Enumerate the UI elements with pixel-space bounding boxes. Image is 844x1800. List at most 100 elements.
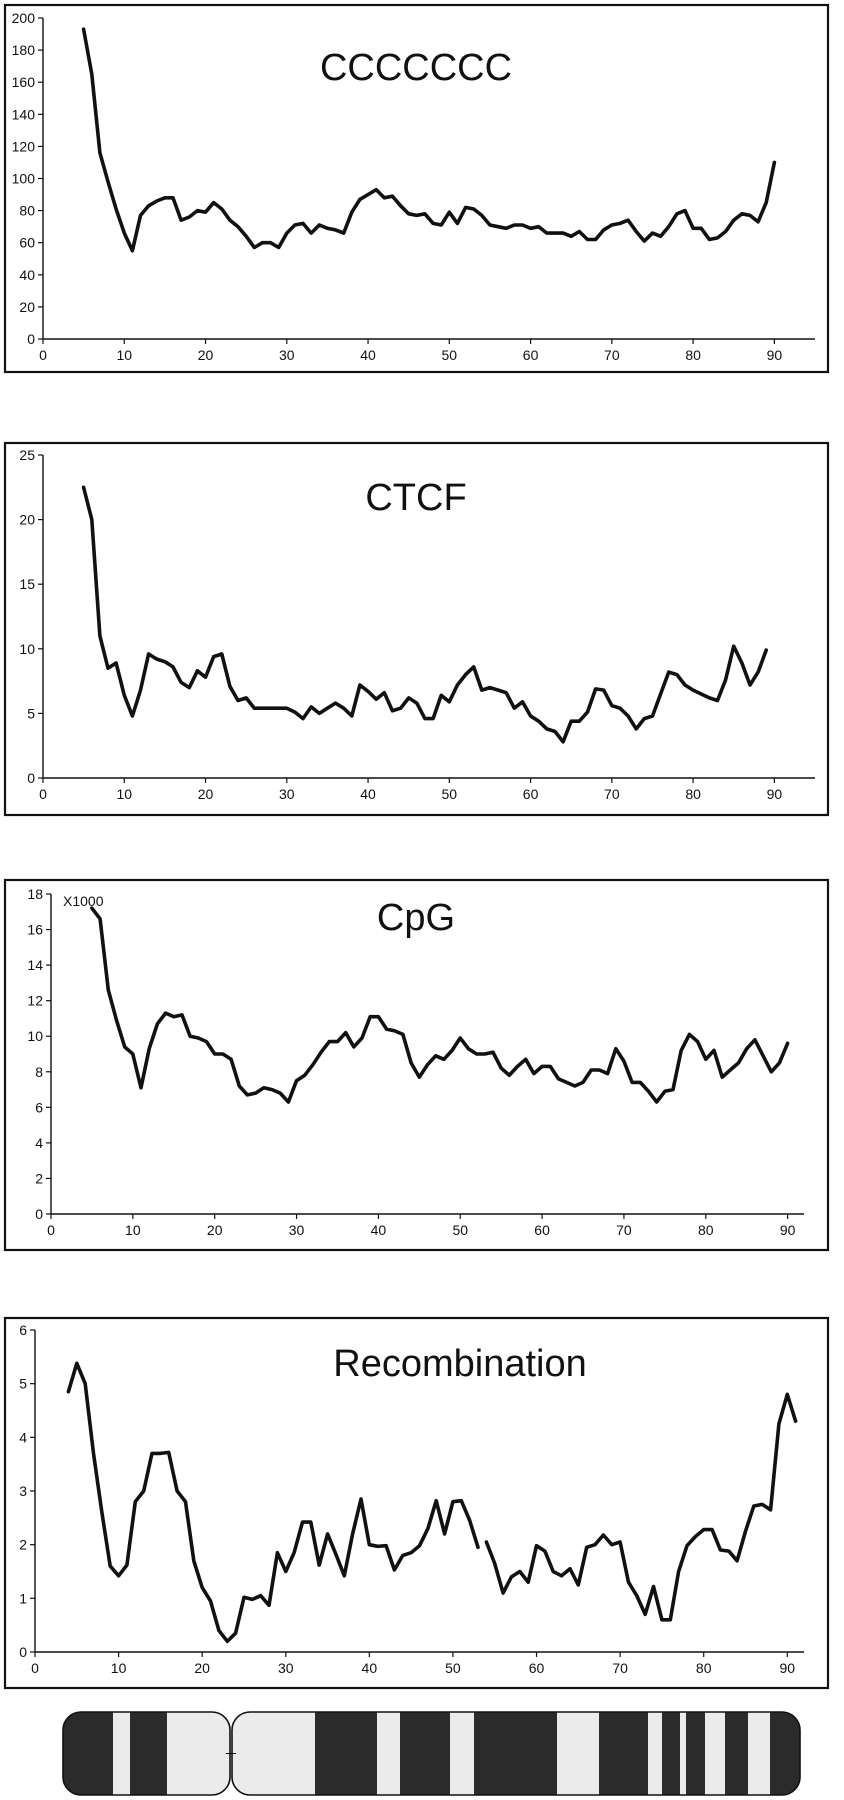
y-tick-label: 2 <box>35 1170 43 1186</box>
x-tick-label: 30 <box>279 786 295 802</box>
x-tick-label: 80 <box>698 1222 714 1238</box>
x-tick-label: 20 <box>198 347 214 363</box>
chromosome-band <box>725 1712 748 1795</box>
x-tick-label: 40 <box>360 786 376 802</box>
y-tick-label: 8 <box>35 1064 43 1080</box>
y-tick-label: 10 <box>27 1028 43 1044</box>
y-tick-label: 40 <box>19 267 35 283</box>
x-tick-label: 90 <box>767 786 783 802</box>
x-tick-label: 0 <box>39 347 47 363</box>
y-tick-label: 0 <box>19 1644 27 1660</box>
chromosome-q-arm <box>232 1712 800 1795</box>
x-tick-label: 70 <box>616 1222 632 1238</box>
series-line <box>81 27 777 253</box>
x-tick-label: 20 <box>194 1660 210 1676</box>
y-tick-label: 12 <box>27 993 43 1009</box>
y-tick-label: 0 <box>27 770 35 786</box>
chromosome-band <box>315 1712 377 1795</box>
y-tick-label: 3 <box>19 1483 27 1499</box>
chromosome-band <box>63 1712 113 1795</box>
series-line <box>484 1392 798 1622</box>
x-tick-label: 30 <box>289 1222 305 1238</box>
x-tick-label: 0 <box>39 786 47 802</box>
x-tick-label: 10 <box>116 347 132 363</box>
y-tick-label: 6 <box>19 1322 27 1338</box>
x-tick-label: 90 <box>780 1222 796 1238</box>
chart-title: CCCCCCC <box>320 47 512 89</box>
chromosome-band <box>599 1712 648 1795</box>
x-tick-label: 90 <box>779 1660 795 1676</box>
x-tick-label: 60 <box>534 1222 550 1238</box>
y-tick-label: 80 <box>19 203 35 219</box>
chart-title: CTCF <box>365 477 466 519</box>
chart-title: CpG <box>377 897 455 939</box>
x-tick-label: 50 <box>452 1222 468 1238</box>
y-tick-label: 10 <box>19 641 35 657</box>
x-tick-label: 10 <box>111 1660 127 1676</box>
x-tick-label: 80 <box>696 1660 712 1676</box>
y-tick-label: 1 <box>19 1590 27 1606</box>
chromosome-ideogram <box>62 1711 801 1796</box>
x-tick-label: 40 <box>362 1660 378 1676</box>
chromosome-band <box>474 1712 557 1795</box>
y-tick-label: 2 <box>19 1537 27 1553</box>
chart-frame <box>3 1316 830 1690</box>
x-tick-label: 70 <box>604 786 620 802</box>
x-tick-label: 50 <box>442 347 458 363</box>
chart-cpg: 0 2 4 6 8 10 12 14 16 18 0 10 20 30 40 50 60 70 80 90 CpG X10… <box>3 878 830 1252</box>
x-tick-label: 10 <box>116 786 132 802</box>
chart-cccccc: 0 20 40 60 80 100 120 140 160 180 200 0 10 20 30 40 50 60… <box>3 3 830 374</box>
y-tick-label: 15 <box>19 576 35 592</box>
series-line <box>66 1361 480 1644</box>
x-tick-label: 50 <box>445 1660 461 1676</box>
x-tick-label: 20 <box>198 786 214 802</box>
x-tick-label: 60 <box>523 786 539 802</box>
y-tick-label: 4 <box>19 1429 27 1445</box>
x-tick-label: 60 <box>523 347 539 363</box>
y-tick-label: 5 <box>19 1376 27 1392</box>
chromosome-band <box>686 1712 705 1795</box>
series-line <box>81 485 769 744</box>
x-tick-label: 80 <box>685 347 701 363</box>
x-tick-label: 50 <box>442 786 458 802</box>
x-tick-label: 30 <box>279 347 295 363</box>
y-tick-label: 6 <box>35 1099 43 1115</box>
chart-title: Recombination <box>333 1343 586 1385</box>
y-tick-label: 4 <box>35 1135 43 1151</box>
y-tick-label: 5 <box>27 705 35 721</box>
y-tick-label: 100 <box>12 171 36 187</box>
y-tick-label: 0 <box>35 1206 43 1222</box>
chart-frame <box>3 3 830 374</box>
y-tick-label: 160 <box>12 74 36 90</box>
x-tick-label: 0 <box>47 1222 55 1238</box>
x-tick-label: 40 <box>371 1222 387 1238</box>
chromosome-band <box>400 1712 450 1795</box>
x-tick-label: 40 <box>360 347 376 363</box>
x-tick-label: 70 <box>612 1660 628 1676</box>
x-tick-label: 80 <box>685 786 701 802</box>
series-line <box>90 906 790 1104</box>
y-tick-label: 180 <box>12 42 36 58</box>
unit-label: X1000 <box>63 893 104 909</box>
chart-frame <box>3 441 830 817</box>
x-tick-label: 70 <box>604 347 620 363</box>
y-tick-label: 60 <box>19 235 35 251</box>
y-tick-label: 16 <box>27 922 43 938</box>
x-tick-label: 90 <box>767 347 783 363</box>
y-tick-label: 120 <box>12 138 36 154</box>
x-tick-label: 10 <box>125 1222 141 1238</box>
chromosome-band <box>770 1712 800 1795</box>
y-tick-label: 140 <box>12 106 36 122</box>
chromosome-band <box>130 1712 167 1795</box>
y-tick-label: 25 <box>19 447 35 463</box>
chromosome-band <box>662 1712 680 1795</box>
chart-frame <box>3 878 830 1252</box>
y-tick-label: 0 <box>27 331 35 347</box>
x-tick-label: 60 <box>529 1660 545 1676</box>
chromosome-p-arm <box>63 1712 230 1795</box>
y-tick-label: 18 <box>27 886 43 902</box>
y-tick-label: 200 <box>12 10 36 26</box>
x-tick-label: 0 <box>31 1660 39 1676</box>
